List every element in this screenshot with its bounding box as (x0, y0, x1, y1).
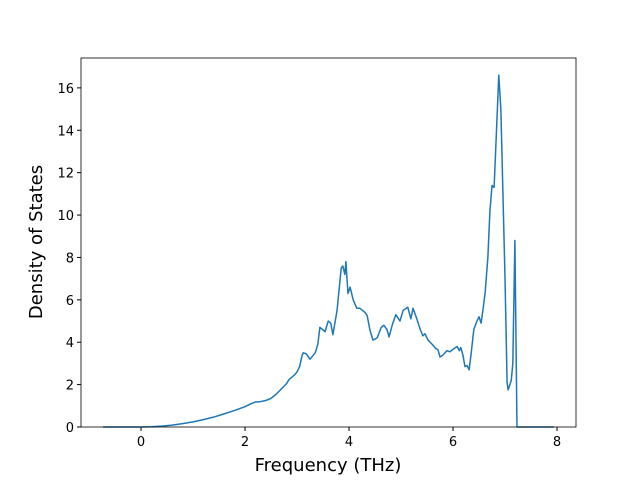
x-tick-label: 2 (241, 435, 249, 450)
y-tick-label: 0 (66, 421, 74, 436)
y-tick-label: 12 (57, 167, 74, 182)
y-tick-label: 4 (66, 336, 74, 351)
y-tick-label: 6 (66, 294, 74, 309)
line (103, 74, 554, 428)
plot-frame (80, 57, 577, 428)
y-tick-label: 16 (57, 82, 74, 97)
x-tick-label: 8 (553, 435, 561, 450)
y-tick-label: 14 (57, 124, 74, 139)
x-tick-label: 0 (137, 435, 145, 450)
x-tick-label: 6 (449, 435, 457, 450)
y-tick-label: 10 (57, 209, 74, 224)
y-tick-label: 8 (66, 251, 74, 266)
y-tick-label: 2 (66, 379, 74, 394)
x-tick-label: 4 (345, 435, 353, 450)
x-axis-label: Frequency (THz) (255, 455, 402, 476)
y-axis-label: Density of States (26, 165, 47, 319)
